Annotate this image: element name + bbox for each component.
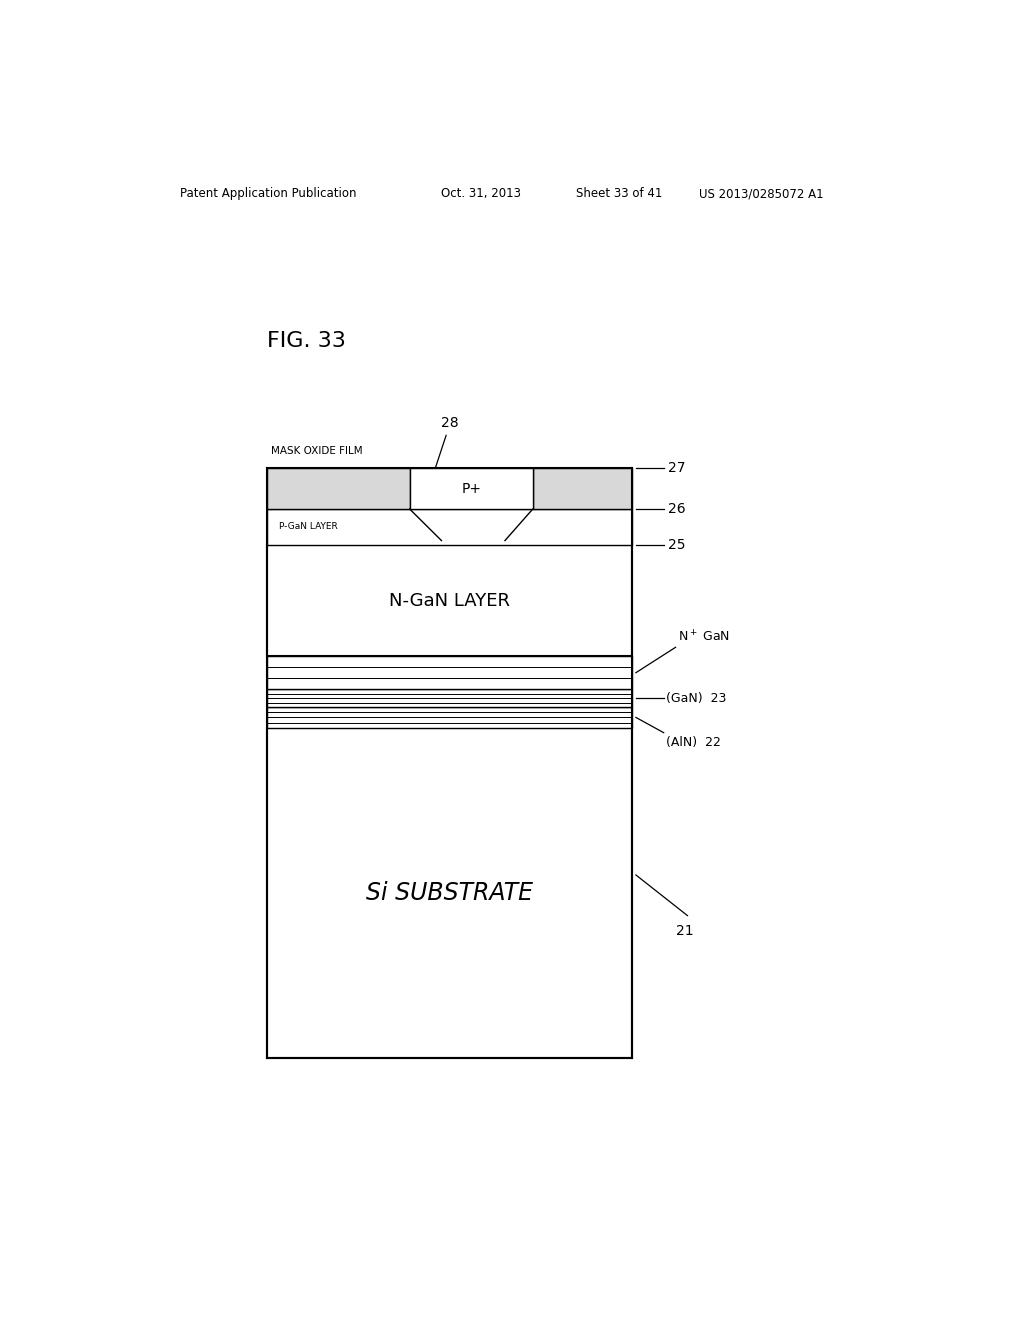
Text: Oct. 31, 2013: Oct. 31, 2013 xyxy=(441,187,521,201)
Bar xyxy=(267,689,632,708)
Text: Patent Application Publication: Patent Application Publication xyxy=(179,187,356,201)
Bar xyxy=(267,545,632,656)
Text: N-GaN LAYER: N-GaN LAYER xyxy=(389,591,510,610)
Bar xyxy=(267,510,632,545)
Bar xyxy=(267,708,632,727)
Text: US 2013/0285072 A1: US 2013/0285072 A1 xyxy=(699,187,824,201)
Text: P-GaN LAYER: P-GaN LAYER xyxy=(279,523,338,532)
Bar xyxy=(410,469,532,510)
Text: Sheet 33 of 41: Sheet 33 of 41 xyxy=(577,187,663,201)
Bar xyxy=(532,469,632,510)
Text: 21: 21 xyxy=(676,924,693,937)
Text: N$^+$ GaN: N$^+$ GaN xyxy=(678,628,730,644)
Text: P+: P+ xyxy=(461,482,481,496)
Text: 25: 25 xyxy=(668,537,685,552)
Text: 27: 27 xyxy=(668,462,685,475)
Bar xyxy=(267,656,632,689)
Text: FIG. 33: FIG. 33 xyxy=(267,331,346,351)
Text: 28: 28 xyxy=(434,416,459,471)
Text: MASK OXIDE FILM: MASK OXIDE FILM xyxy=(270,446,362,457)
Text: Si SUBSTRATE: Si SUBSTRATE xyxy=(366,880,532,904)
Text: (GaN)  23: (GaN) 23 xyxy=(666,692,726,705)
Bar xyxy=(267,727,632,1057)
Bar xyxy=(267,469,410,510)
Text: (AlN)  22: (AlN) 22 xyxy=(666,735,721,748)
Text: 26: 26 xyxy=(668,502,685,516)
